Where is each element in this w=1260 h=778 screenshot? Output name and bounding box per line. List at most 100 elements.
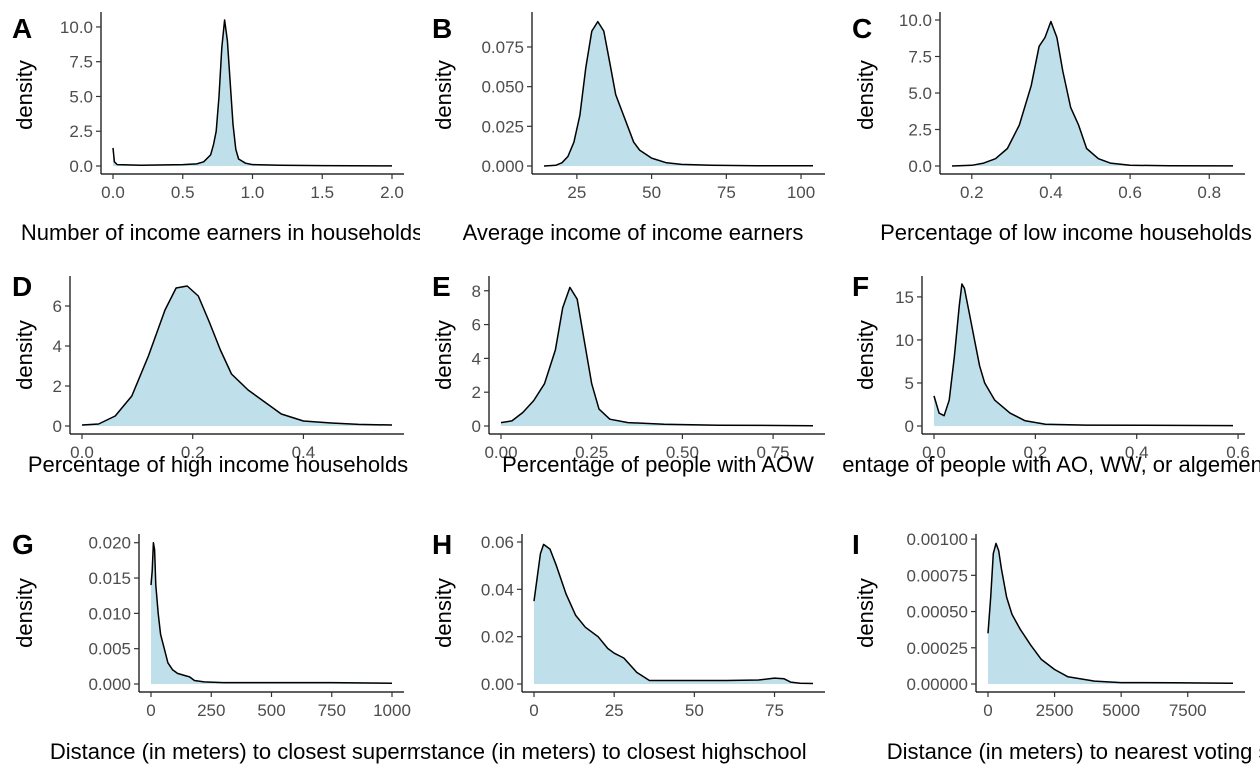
density-area [988, 543, 1233, 684]
y-tick-label: 4 [472, 349, 481, 368]
y-tick-label: 8 [472, 282, 481, 301]
x-axis-title: Distance (in meters) to closest supermar… [50, 739, 474, 764]
y-tick-label: 0.00100 [907, 530, 968, 549]
y-axis-title: density [12, 320, 37, 390]
y-tick-label: 0.00075 [907, 566, 968, 585]
y-tick-label: 0.04 [481, 580, 514, 599]
density-curve [543, 20, 814, 167]
density-curve [933, 283, 1234, 427]
x-tick-label: 0.0 [70, 443, 94, 462]
y-tick-label: 6 [53, 297, 62, 316]
x-tick-label: 50 [642, 183, 661, 202]
x-tick-label: 0.00 [484, 443, 517, 462]
x-tick-label: 25 [605, 701, 624, 720]
y-tick-label: 15 [895, 288, 914, 307]
y-tick-label: 7.5 [908, 48, 932, 67]
x-tick-label: 100 [787, 183, 815, 202]
density-area [501, 287, 813, 426]
y-tick-label: 5 [905, 374, 914, 393]
x-tick-label: 1000 [373, 701, 411, 720]
y-tick-label: 0.010 [88, 604, 131, 623]
x-tick-label: 25 [567, 183, 586, 202]
x-tick-label: 0.75 [757, 443, 790, 462]
panel-label: B [432, 13, 452, 44]
density-curve [81, 285, 393, 426]
density-area [544, 21, 813, 166]
x-tick-label: 75 [717, 183, 736, 202]
y-tick-label: 5.0 [908, 84, 932, 103]
y-axis-title: density [853, 578, 878, 648]
y-tick-label: 4 [53, 337, 62, 356]
x-axis-title: Average income of income earners [463, 220, 804, 245]
panel-label: D [12, 271, 32, 302]
density-curve [500, 286, 814, 427]
panel-g: 0 250 500 750 1000 0.000 0.005 0.010 0.015 0.020 d… [12, 529, 474, 764]
panel-a: 0.0 0.5 1.0 1.5 2.0 0.0 2.5 5.0 7.5 10.0 density Nu… [12, 12, 420, 245]
x-tick-label: 1.0 [241, 183, 265, 202]
density-curve [951, 20, 1234, 167]
x-tick-label: 2.0 [380, 183, 404, 202]
density-area [82, 286, 392, 426]
panel-d: 0.0 0.2 0.4 0 2 4 6 density Percentage of high i… [12, 271, 408, 477]
panel-label: A [12, 13, 32, 44]
density-curve [533, 543, 814, 685]
y-tick-label: 0 [472, 417, 481, 436]
panel-f: 0.0 0.2 0.4 0.6 0 5 10 15 density Percentage of p… [797, 271, 1260, 477]
x-tick-label: 0 [529, 701, 538, 720]
panel-label: I [852, 529, 860, 560]
panel-c: 0.2 0.4 0.6 0.8 0.0 2.5 5.0 7.5 10.0 density Perce… [852, 11, 1252, 245]
y-axis-title: density [853, 320, 878, 390]
y-tick-label: 0.00000 [907, 675, 968, 694]
y-tick-label: 0 [905, 417, 914, 436]
x-axis-title: Percentage of people with AOW [502, 452, 814, 477]
y-tick-label: 0.00 [481, 675, 514, 694]
x-tick-label: 0.8 [1197, 183, 1221, 202]
x-axis-title: Percentage of high income households [28, 452, 408, 477]
x-tick-label: 0.50 [666, 443, 699, 462]
y-tick-label: 5.0 [69, 87, 93, 106]
x-tick-label: 750 [318, 701, 346, 720]
x-tick-label: 0 [146, 701, 155, 720]
y-tick-label: 0.005 [88, 640, 131, 659]
panel-label: H [432, 529, 452, 560]
x-tick-label: 5000 [1102, 701, 1140, 720]
x-tick-label: 0.4 [292, 443, 316, 462]
density-area [952, 21, 1233, 166]
x-tick-label: 7500 [1169, 701, 1207, 720]
y-axis-title: density [431, 578, 456, 648]
y-axis-title: density [431, 320, 456, 390]
y-tick-label: 10 [895, 331, 914, 350]
x-axis-title: Percentage of low income households [880, 220, 1252, 245]
y-tick-label: 0.000 [481, 157, 524, 176]
y-tick-label: 0.0 [69, 157, 93, 176]
y-tick-label: 2 [472, 383, 481, 402]
y-axis-title: density [12, 60, 37, 130]
x-tick-label: 1.5 [310, 183, 334, 202]
y-tick-label: 2 [53, 377, 62, 396]
density-area [934, 284, 1233, 426]
y-tick-label: 0.0 [908, 157, 932, 176]
y-tick-label: 0.06 [481, 533, 514, 552]
y-tick-label: 0.00025 [907, 639, 968, 658]
panel-e: 0.00 0.25 0.50 0.75 0 2 4 6 8 density Percentage o… [431, 271, 825, 477]
x-axis-title: Distance (in meters) to nearest voting s… [887, 739, 1260, 764]
y-tick-label: 0.000 [88, 675, 131, 694]
x-axis-title: Distance (in meters) to closest highscho… [399, 739, 806, 764]
x-tick-label: 0.2 [181, 443, 205, 462]
x-tick-label: 75 [765, 701, 784, 720]
x-tick-label: 2500 [1036, 701, 1074, 720]
panel-label: C [852, 13, 872, 44]
density-curve [150, 541, 393, 685]
y-tick-label: 10.0 [60, 18, 93, 37]
y-axis-title: density [853, 60, 878, 130]
y-axis-title: density [12, 578, 37, 648]
x-tick-label: 0.2 [960, 183, 984, 202]
panel-label: G [12, 529, 34, 560]
x-tick-label: 0.2 [1024, 443, 1048, 462]
x-tick-label: 250 [197, 701, 225, 720]
y-tick-label: 0.015 [88, 569, 131, 588]
y-tick-label: 0.025 [481, 117, 524, 136]
y-tick-label: 0.02 [481, 628, 514, 647]
x-axis-title: Percentage of people with AO, WW, or alg… [797, 452, 1260, 477]
density-area [534, 544, 813, 684]
